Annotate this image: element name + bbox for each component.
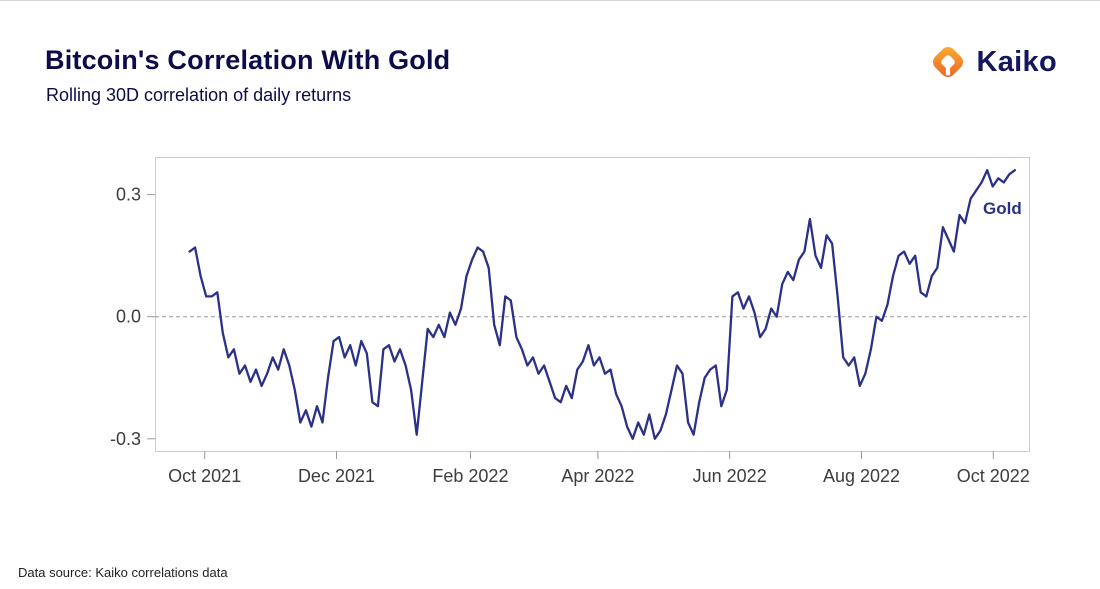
x-tick-label: Oct 2021 — [168, 466, 241, 486]
y-tick-label: -0.3 — [110, 429, 141, 449]
plot-border — [155, 157, 1030, 452]
kaiko-logo-icon — [932, 47, 963, 77]
x-tick-label: Apr 2022 — [561, 466, 634, 486]
series-label-gold: Gold — [983, 199, 1022, 218]
page-subtitle: Rolling 30D correlation of daily returns — [46, 85, 352, 105]
kaiko-logo: Kaiko — [929, 43, 1057, 81]
data-source-note: Data source: Kaiko correlations data — [18, 565, 228, 580]
x-tick-label: Oct 2022 — [957, 466, 1030, 486]
x-tick-label: Dec 2021 — [298, 466, 375, 486]
x-tick-label: Aug 2022 — [823, 466, 900, 486]
y-tick-label: 0.0 — [116, 307, 141, 327]
x-tick-label: Feb 2022 — [432, 466, 508, 486]
y-tick-label: 0.3 — [116, 185, 141, 205]
kaiko-logo-text: Kaiko — [976, 45, 1057, 78]
x-tick-label: Jun 2022 — [693, 466, 767, 486]
page-title: Bitcoin's Correlation With Gold — [45, 45, 451, 75]
series-line-gold — [188, 169, 1017, 440]
